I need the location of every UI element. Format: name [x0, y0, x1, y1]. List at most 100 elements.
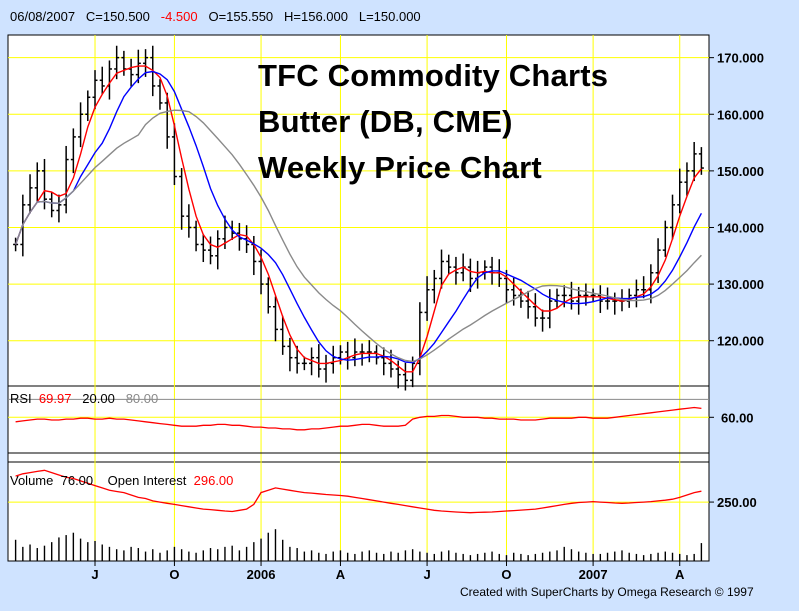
title-line-1: TFC Commodity Charts — [258, 58, 609, 93]
price-bar — [670, 194, 676, 240]
price-bar — [467, 258, 473, 293]
price-bar — [612, 292, 618, 315]
price-bar — [157, 79, 163, 110]
price-bar — [583, 283, 589, 306]
price-bar — [92, 70, 98, 110]
price-bar — [381, 347, 387, 376]
rsi-value: 69.97 — [38, 391, 72, 406]
price-bar — [359, 343, 365, 366]
price-bar — [561, 285, 567, 308]
price-bar — [395, 360, 401, 389]
price-bar — [179, 168, 185, 230]
open-interest-value: 296.00 — [193, 473, 234, 488]
price-tick-label: 160.000 — [717, 107, 764, 122]
price-bar — [691, 141, 697, 182]
price-bar — [525, 290, 531, 319]
rsi-level-low: 20.00 — [82, 391, 115, 406]
x-tick-label: 2006 — [247, 567, 276, 582]
price-bar — [424, 276, 430, 321]
price-bar — [316, 344, 322, 378]
header-bar: 06/08/2007 C=150.500 -4.500 O=155.550 H=… — [10, 9, 421, 24]
price-tick-label: 150.000 — [717, 164, 764, 179]
price-bar — [540, 309, 546, 332]
price-bar — [78, 102, 84, 148]
volume-label: Volume — [10, 473, 54, 488]
price-bar — [49, 192, 55, 218]
price-bar — [439, 249, 445, 289]
price-bar — [366, 340, 372, 363]
volume-panel — [7, 461, 710, 562]
price-bar — [186, 204, 192, 238]
x-tick-label: O — [169, 567, 179, 582]
price-bar — [568, 281, 574, 310]
price-tick-label: 130.000 — [717, 277, 764, 292]
rsi-tick-label: 60.00 — [721, 410, 754, 425]
price-bar — [164, 92, 170, 149]
price-bar — [70, 128, 76, 174]
price-bar — [280, 315, 286, 355]
price-bar — [532, 293, 538, 327]
price-bar — [503, 269, 509, 304]
open-interest-line — [15, 469, 702, 514]
price-bar — [85, 90, 91, 122]
price-bar — [193, 220, 199, 252]
rsi-level-high: 80.00 — [125, 391, 159, 406]
price-bar — [511, 277, 517, 306]
header-date: 06/08/2007 — [10, 9, 76, 24]
x-tick-label: 2007 — [579, 567, 608, 582]
price-bar — [352, 338, 358, 367]
moving-average-blue — [14, 70, 703, 364]
price-tick-label: 120.000 — [717, 334, 764, 349]
price-bar — [417, 302, 423, 376]
price-bar — [294, 345, 300, 374]
x-tick-label: A — [336, 567, 346, 582]
rsi-legend: RSI 69.97 20.00 80.00 — [10, 391, 158, 406]
moving-averages — [14, 65, 703, 373]
rsi-line — [15, 406, 702, 431]
price-bar — [301, 356, 307, 371]
price-tick-label: 140.000 — [717, 220, 764, 235]
price-bar — [215, 230, 221, 270]
price-bar — [677, 168, 683, 214]
price-bar — [27, 174, 33, 214]
price-bar — [287, 337, 293, 372]
price-bar — [431, 269, 437, 304]
price-bar — [309, 347, 315, 376]
rsi-panel — [7, 385, 710, 463]
moving-average-red — [14, 65, 702, 373]
price-bar — [272, 296, 278, 342]
price-bar — [208, 236, 214, 265]
header-change: -4.500 — [160, 9, 198, 24]
price-bar — [200, 234, 206, 263]
price-bar — [446, 254, 452, 274]
open-interest-series-line — [15, 469, 702, 514]
price-bars — [13, 45, 704, 391]
price-bar — [453, 256, 459, 285]
title-line-2: Butter (DB, CME) — [258, 104, 513, 139]
x-tick-label: A — [675, 567, 685, 582]
volume-legend: Volume 76.00 Open Interest 296.00 — [10, 473, 233, 488]
volume-bars — [14, 529, 703, 561]
axis-labels: 170.000 160.000 150.000 140.000 130.000 120.0… — [91, 51, 764, 582]
price-bar — [63, 145, 69, 214]
price-bar — [633, 279, 639, 308]
price-bar — [99, 66, 105, 95]
header-low: L=150.000 — [358, 9, 421, 24]
price-bar — [56, 194, 62, 223]
x-tick-label: O — [501, 567, 511, 582]
price-bar — [171, 123, 177, 186]
volume-value: 76.00 — [60, 473, 94, 488]
header-close: C=150.500 — [85, 9, 150, 24]
rsi-series-line — [15, 406, 702, 431]
x-tick-label: J — [91, 567, 98, 582]
title-line-3: Weekly Price Chart — [258, 150, 542, 185]
price-bar — [684, 162, 690, 196]
price-bar — [662, 220, 668, 257]
price-bar — [265, 277, 271, 314]
price-tick-label: 170.000 — [717, 51, 764, 66]
header-open: O=155.550 — [208, 9, 274, 24]
price-bar — [698, 147, 704, 175]
price-bar — [590, 288, 596, 303]
price-bar — [34, 162, 40, 202]
